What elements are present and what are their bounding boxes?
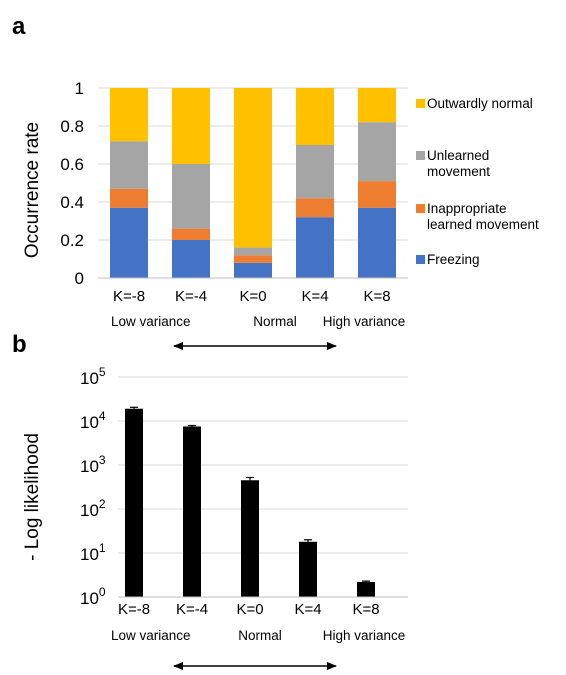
chart-a-y-tick-label: 0.4 (60, 193, 84, 212)
chart-a-x-tick-label: K=4 (301, 288, 328, 305)
chart-a-y-tick-label: 0.2 (60, 231, 84, 250)
chart-b-bars (125, 406, 375, 597)
chart-a-bar-segment (358, 122, 396, 182)
chart-b-bar (125, 408, 143, 597)
chart-a-bar-segment (110, 141, 148, 189)
chart-a-y-ticks: 0 0.2 0.4 0.6 0.8 1 (60, 79, 84, 288)
chart-b-bar (183, 426, 201, 597)
chart-a-x-tick-label: K=-8 (113, 288, 145, 305)
chart-a-legend-label: Outwardly normal (427, 96, 533, 111)
chart-b-gridlines (118, 376, 408, 554)
chart-a-bar-segment (296, 198, 334, 218)
chart-a-sublabel-low: Low variance (111, 314, 191, 329)
chart-a-sublabel-high: High variance (323, 314, 406, 329)
panel-b-label: b (12, 331, 27, 358)
chart-b-bar (241, 480, 259, 597)
chart-a-bar-segment (234, 262, 272, 278)
chart-b-x-tick-label: K=8 (352, 601, 379, 618)
chart-a-x-tick-label: K=0 (239, 288, 266, 305)
chart-a-y-tick-label: 0 (75, 269, 84, 288)
chart-a: 00.20.40.60.81 Occurrence rate K=-8 K=-4 K… (22, 79, 539, 350)
chart-a-bar-segment (296, 217, 334, 278)
chart-b-y-ticks: 100 101 102 103 104 105 (80, 365, 106, 608)
chart-b-x-tick-label: K=-8 (118, 601, 150, 618)
chart-a-bar-segment (110, 207, 148, 278)
panel-a-label: a (12, 13, 26, 40)
chart-b-bar (299, 541, 317, 597)
chart-a-legend-label: Inappropriate learned movement (427, 201, 539, 232)
chart-a-bar-segment (234, 247, 272, 256)
chart-b: 100 101 102 103 104 105 - Log likelihood K=-8… (22, 365, 408, 670)
chart-a-bar-segment (358, 207, 396, 278)
chart-a-bar-segment (358, 181, 396, 208)
chart-b-sublabel-high: High variance (323, 628, 406, 643)
chart-b-y-tick-label: 101 (80, 541, 106, 564)
chart-a-legend-label: Freezing (427, 252, 480, 267)
chart-b-sublabel-low: Low variance (111, 628, 191, 643)
chart-b-y-tick-label: 105 (80, 365, 106, 388)
chart-a-y-tick-label: 0.6 (60, 155, 84, 174)
chart-a-sublabel-normal: Normal (253, 314, 297, 329)
chart-a-bar-segment (234, 255, 272, 263)
chart-a-bar-segment (234, 88, 272, 248)
chart-a-legend-swatch (416, 99, 425, 108)
chart-b-y-axis-title: - Log likelihood (22, 433, 43, 561)
chart-a-bar-segment (296, 88, 334, 145)
chart-a-bar-segment (172, 88, 210, 164)
chart-a-y-axis-title: Occurrence rate (22, 122, 43, 258)
chart-a-bar-segment (172, 228, 210, 240)
chart-b-y-tick-label: 104 (80, 409, 106, 432)
chart-a-legend: Outwardly normal Unlearned movement Inappro… (416, 96, 539, 267)
chart-a-x-tick-label: K=8 (363, 288, 390, 305)
chart-b-x-ticks: K=-8 K=-4 K=0 K=4 K=8 (118, 601, 380, 618)
chart-b-y-tick-label: 100 (80, 585, 106, 608)
chart-a-bars (110, 88, 396, 278)
chart-a-bar-segment (172, 164, 210, 229)
chart-b-y-tick-label: 103 (80, 453, 106, 476)
chart-a-bar-segment (110, 188, 148, 208)
chart-b-bar (357, 581, 375, 597)
chart-a-legend-label: Unlearned movement (427, 148, 490, 179)
chart-a-bar-segment (296, 145, 334, 199)
chart-a-bar-segment (358, 88, 396, 123)
chart-a-bar-segment (172, 240, 210, 278)
chart-a-legend-swatch (416, 204, 425, 213)
chart-a-y-tick-label: 0.8 (60, 117, 84, 136)
chart-b-x-tick-label: K=0 (236, 601, 263, 618)
chart-b-x-tick-label: K=-4 (176, 601, 208, 618)
chart-a-legend-swatch (416, 255, 425, 264)
chart-a-legend-swatch (416, 151, 425, 160)
chart-b-x-tick-label: K=4 (294, 601, 321, 618)
chart-b-y-tick-label: 102 (80, 497, 106, 520)
chart-a-x-tick-label: K=-4 (175, 288, 207, 305)
chart-a-bar-segment (110, 88, 148, 142)
chart-a-y-tick-label: 1 (75, 79, 84, 98)
chart-b-sublabel-normal: Normal (238, 628, 282, 643)
chart-a-x-ticks: K=-8 K=-4 K=0 K=4 K=8 (113, 288, 391, 305)
